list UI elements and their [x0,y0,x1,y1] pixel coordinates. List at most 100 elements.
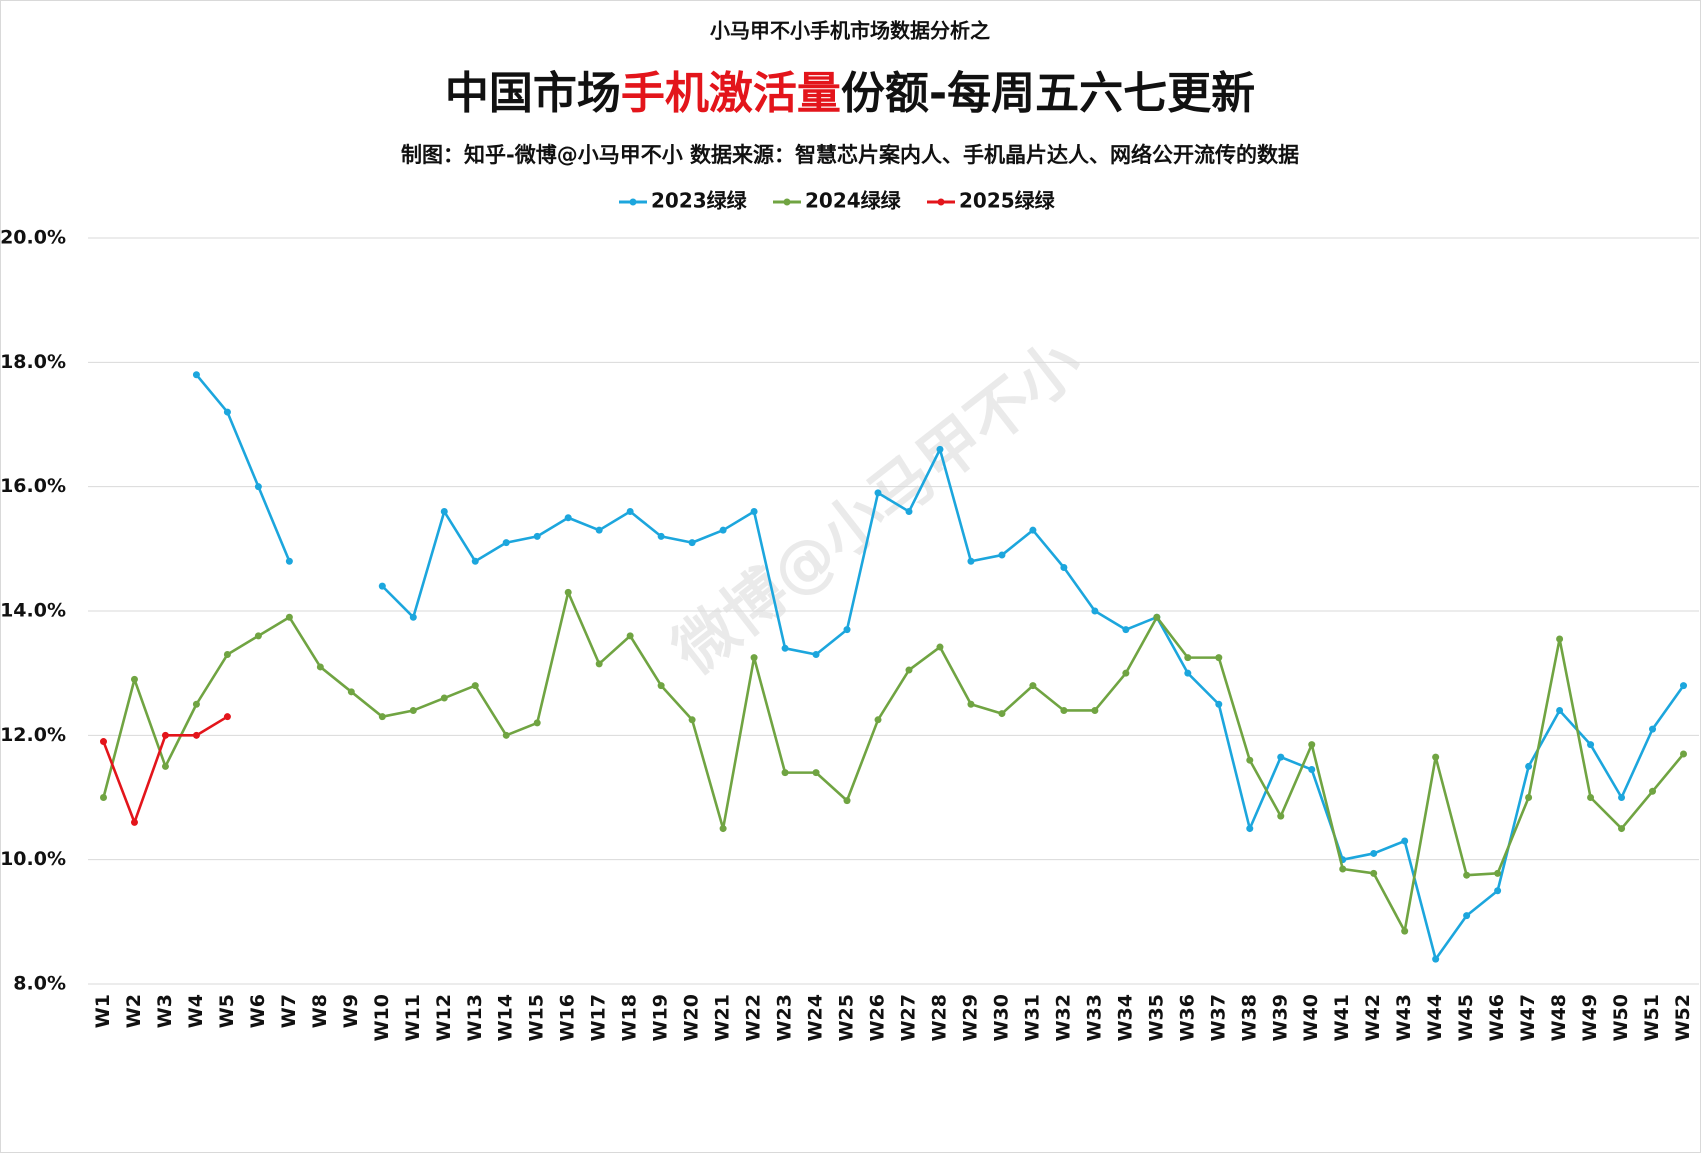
x-tick-label: W14 [495,994,517,1041]
title-suffix: 份额-每周五六七更新 [841,68,1255,119]
data-point [781,644,789,652]
legend-marker [629,198,637,206]
data-point [1122,626,1130,634]
data-point [688,716,696,724]
x-tick-label: W42 [1362,994,1384,1041]
data-point [471,557,479,565]
data-point [1184,669,1192,677]
x-tick-label: W34 [1114,994,1136,1041]
x-tick-label: W17 [588,994,610,1041]
data-point [595,526,603,534]
y-tick-label: 8.0% [13,973,66,995]
data-point [1680,682,1688,690]
x-tick-label: W2 [123,994,145,1028]
data-point [1153,613,1161,621]
data-point [1215,700,1223,708]
data-point [595,660,603,668]
data-point [657,532,665,540]
data-point [1308,741,1316,749]
x-tick-label: W37 [1207,994,1229,1041]
legend-marker [937,198,945,206]
x-tick-label: W5 [216,994,238,1028]
x-tick-label: W22 [743,994,765,1041]
data-point [378,713,386,721]
data-point [1215,654,1223,662]
data-point [192,700,200,708]
legend-label: 2023绿绿 [651,189,748,213]
data-point [99,738,107,746]
data-point [1091,706,1099,714]
data-point [1277,753,1285,761]
y-tick-label: 14.0% [0,600,66,622]
data-point [1060,706,1068,714]
data-point [254,632,262,640]
data-point [223,713,231,721]
legend-label: 2024绿绿 [805,189,902,213]
data-point [1556,706,1564,714]
x-tick-label: W43 [1393,994,1415,1041]
data-point [440,508,448,516]
x-tick-label: W31 [1021,994,1043,1041]
x-tick-label: W21 [712,994,734,1041]
data-point [843,626,851,634]
data-point [1463,871,1471,879]
data-point [409,613,417,621]
data-point [223,651,231,659]
data-point [130,675,138,683]
data-point [1649,787,1657,795]
data-point [1246,756,1254,764]
x-tick-label: W23 [774,994,796,1041]
data-point [1618,794,1626,801]
x-tick-label: W12 [433,994,455,1041]
data-point [719,825,727,833]
supertitle: 小马甲不小手机市场数据分析之 [710,19,990,43]
y-tick-label: 18.0% [0,351,66,373]
data-point [626,508,634,516]
x-tick-label: W48 [1548,994,1570,1041]
data-point [285,613,293,621]
data-point [1494,887,1502,895]
subtitle: 制图：知乎-微博@小马甲不小 数据来源：智慧芯片案内人、手机晶片达人、网络公开流… [401,143,1299,167]
data-point [564,514,572,522]
data-point [1649,725,1657,733]
x-tick-label: W38 [1238,994,1260,1041]
data-point [967,557,975,565]
x-tick-label: W4 [185,994,207,1028]
x-tick-label: W3 [154,994,176,1028]
data-point [1029,526,1037,534]
data-point [1556,635,1564,643]
x-tick-label: W32 [1052,994,1074,1041]
data-point [812,769,820,777]
y-tick-label: 12.0% [0,724,66,746]
data-point [1587,794,1595,801]
x-tick-label: W27 [897,994,919,1041]
chart-title: 中国市场手机激活量份额-每周五六七更新 [445,68,1255,119]
x-tick-label: W1 [92,994,114,1028]
x-tick-label: W20 [681,994,703,1041]
data-point [564,588,572,596]
x-tick-label: W36 [1176,994,1198,1041]
data-point [1308,766,1316,774]
data-point [440,694,448,702]
data-point [1370,869,1378,877]
data-point [1525,794,1533,801]
data-point [378,582,386,590]
data-point [967,700,975,708]
data-point [905,666,913,674]
x-tick-label: W25 [836,994,858,1041]
series-line [102,591,1685,933]
x-tick-label: W35 [1145,994,1167,1041]
x-tick-label: W9 [340,994,362,1028]
x-tick-label: W49 [1579,994,1601,1041]
data-point [502,539,510,547]
data-point [1401,837,1409,845]
x-tick-label: W11 [402,994,424,1041]
x-tick-label: W7 [278,994,300,1028]
y-tick-label: 20.0% [0,227,66,249]
data-point [1525,762,1533,770]
x-tick-label: W13 [464,994,486,1041]
x-tick-label: W28 [928,994,950,1041]
data-point [874,716,882,724]
